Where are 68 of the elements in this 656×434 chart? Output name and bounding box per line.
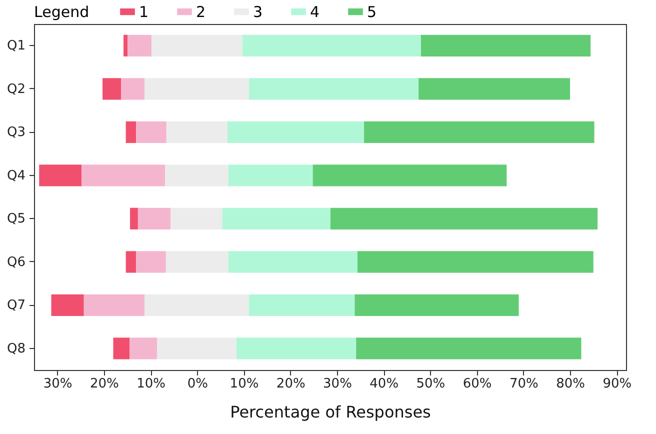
bar xyxy=(164,164,228,186)
bar xyxy=(126,251,136,273)
bar xyxy=(248,294,355,316)
bar xyxy=(39,164,82,186)
x-tick-label: 70% xyxy=(509,376,538,392)
legend-title: Legend xyxy=(34,3,90,21)
bar xyxy=(330,208,598,230)
bar xyxy=(242,34,421,56)
y-tick-label: Q2 xyxy=(6,82,26,97)
y-tick-label: Q4 xyxy=(6,168,26,184)
bar xyxy=(227,121,364,143)
bar xyxy=(228,251,358,273)
bar xyxy=(51,294,84,316)
bar xyxy=(166,121,228,143)
bar xyxy=(354,294,519,316)
x-tick-label: 80% xyxy=(556,376,586,392)
bar xyxy=(418,78,570,100)
bar xyxy=(102,78,122,100)
bar xyxy=(364,121,594,143)
bar xyxy=(157,338,236,360)
y-tick-label: Q3 xyxy=(6,125,26,140)
bar xyxy=(166,251,228,273)
bar xyxy=(170,208,222,230)
x-tick-label: 60% xyxy=(462,376,492,392)
bar xyxy=(144,78,249,100)
bar xyxy=(126,121,136,143)
x-axis-title: Percentage of Responses xyxy=(230,402,431,422)
bar xyxy=(420,34,591,56)
legend-label: 4 xyxy=(310,2,320,21)
y-tick-label: Q1 xyxy=(6,38,26,54)
x-tick-label: 50% xyxy=(416,376,446,392)
bar xyxy=(136,251,166,273)
bar xyxy=(222,208,330,230)
bar xyxy=(124,34,128,56)
bar xyxy=(113,338,130,360)
bar xyxy=(356,338,582,360)
bar xyxy=(248,78,419,100)
bar xyxy=(121,78,144,100)
legend-label: 1 xyxy=(139,2,149,21)
y-tick-label: Q7 xyxy=(6,298,26,314)
x-tick-label: 30% xyxy=(323,376,352,392)
legend-label: 5 xyxy=(367,2,377,21)
bar xyxy=(358,251,594,273)
bar xyxy=(312,164,507,186)
bar xyxy=(130,338,158,360)
x-tick-label: 40% xyxy=(370,376,399,392)
bar xyxy=(151,34,242,56)
bar xyxy=(128,34,152,56)
bar xyxy=(130,208,138,230)
x-tick-label: 20% xyxy=(276,376,306,392)
bar xyxy=(84,294,144,316)
bar xyxy=(228,164,313,186)
y-tick-label: Q5 xyxy=(6,212,26,227)
bar xyxy=(136,121,166,143)
x-tick-label: 10% xyxy=(230,376,259,392)
x-tick-label: 0% xyxy=(187,376,208,392)
legend-label: 2 xyxy=(196,2,206,21)
x-tick-label: 90% xyxy=(602,376,632,392)
x-tick-label: 30% xyxy=(43,376,72,392)
bar xyxy=(138,208,171,230)
y-tick-label: Q8 xyxy=(6,341,26,356)
y-tick-label: Q6 xyxy=(6,254,26,270)
x-tick-label: 20% xyxy=(90,376,119,392)
bar xyxy=(236,338,356,360)
legend-label: 3 xyxy=(253,2,263,21)
bar xyxy=(144,294,249,316)
x-tick-label: 10% xyxy=(136,376,166,392)
bar xyxy=(82,164,165,186)
